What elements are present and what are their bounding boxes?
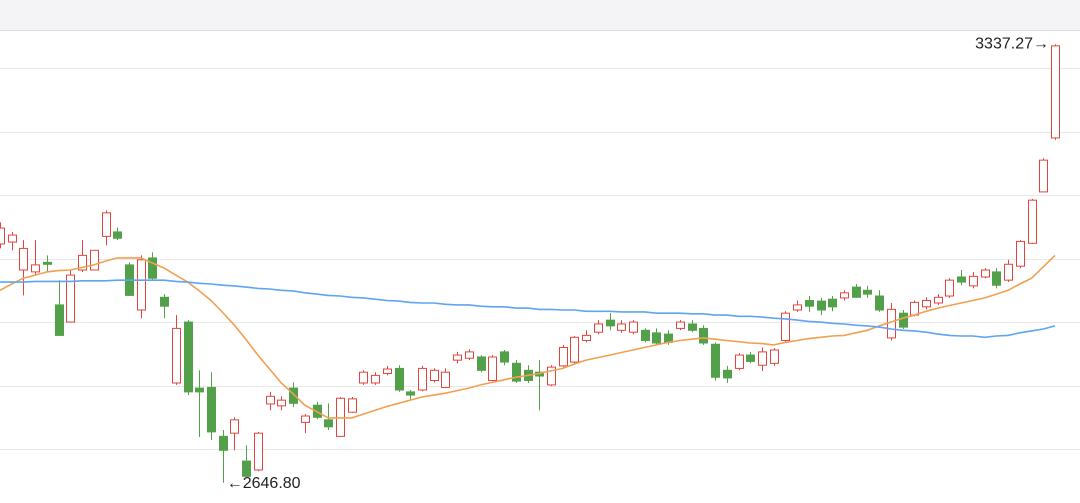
- candle-body: [242, 460, 251, 477]
- header-bar: [0, 0, 1080, 30]
- candle-body: [277, 399, 286, 407]
- candle-body: [55, 304, 64, 336]
- candle-body: [840, 292, 849, 299]
- candle-body: [8, 234, 17, 243]
- candle-body: [465, 351, 474, 359]
- candle-body: [230, 419, 239, 434]
- candle-body: [582, 334, 591, 341]
- candle-body: [652, 332, 661, 344]
- candle-body: [559, 346, 568, 367]
- candle-body: [770, 349, 779, 364]
- candle-body: [207, 386, 216, 433]
- candle-body: [1051, 45, 1060, 139]
- candle-body: [31, 264, 40, 273]
- candle-body: [430, 369, 439, 381]
- candle-body: [570, 336, 579, 363]
- candle-body: [934, 296, 943, 304]
- candle-body: [172, 327, 181, 384]
- candle-body: [945, 279, 954, 297]
- candle-body: [254, 432, 263, 471]
- candle-body: [805, 299, 814, 307]
- candle-body: [19, 247, 28, 271]
- candle-body: [395, 367, 404, 391]
- candle-body: [266, 395, 275, 405]
- candle-body: [828, 298, 837, 308]
- candle-body: [910, 301, 919, 316]
- candle-body: [1039, 159, 1048, 193]
- candle-body: [852, 286, 861, 298]
- candle-body: [922, 299, 931, 308]
- max-label: 3337.27→: [975, 36, 1049, 53]
- candle-body: [418, 367, 427, 391]
- candle-body: [676, 321, 685, 329]
- candle-body: [711, 343, 720, 378]
- candle-body: [90, 249, 99, 271]
- candle-body: [453, 354, 462, 361]
- candle-body: [102, 212, 111, 237]
- candle-body: [723, 369, 732, 379]
- candle-body: [348, 398, 357, 413]
- candle-body: [992, 271, 1001, 286]
- candle-body: [359, 371, 368, 384]
- candle-body: [981, 269, 990, 278]
- candle-body: [477, 356, 486, 371]
- min-label: ←2646.80: [227, 475, 301, 492]
- candle-body: [383, 368, 392, 374]
- candle-body: [793, 304, 802, 311]
- candle-body: [699, 327, 708, 344]
- candle-body: [746, 354, 755, 362]
- candle-body: [1028, 199, 1037, 244]
- candle-body: [113, 231, 122, 239]
- candle-body: [899, 312, 908, 328]
- candle-body: [641, 329, 650, 341]
- candle-body: [441, 371, 450, 388]
- candle-body: [735, 354, 744, 369]
- candle-body: [617, 323, 626, 331]
- candle-body: [137, 259, 146, 311]
- candle-body: [875, 295, 884, 311]
- candle-body: [606, 319, 615, 327]
- candle-body: [1004, 263, 1013, 281]
- candle-body: [160, 296, 169, 307]
- candle-body: [863, 289, 872, 295]
- candle-body: [371, 374, 380, 384]
- candle-body: [195, 387, 204, 393]
- candle-body: [78, 254, 87, 271]
- candle-body: [758, 351, 767, 366]
- candle-body: [817, 300, 826, 311]
- candle-body: [43, 261, 52, 265]
- candle-body: [301, 415, 310, 423]
- candle-body: [594, 323, 603, 333]
- candle-body: [688, 323, 697, 331]
- candle-body: [406, 391, 415, 396]
- candle-body: [148, 257, 157, 279]
- candle-body: [957, 276, 966, 283]
- candle-body: [629, 321, 638, 333]
- moving-average-line: [0, 279, 1056, 339]
- candle-body: [969, 275, 978, 287]
- candle-body: [66, 274, 75, 323]
- candle-body: [781, 312, 790, 341]
- candle-body: [289, 387, 298, 404]
- candle-body: [1016, 240, 1025, 267]
- candle-body: [184, 321, 193, 393]
- candle-body: [500, 351, 509, 363]
- candle-body: [0, 227, 5, 245]
- candle-body: [219, 435, 228, 451]
- candle-body: [512, 362, 521, 382]
- candle-body: [547, 366, 556, 386]
- candle-body: [488, 356, 497, 381]
- candle-body: [324, 419, 333, 428]
- moving-average-line: [0, 254, 1056, 419]
